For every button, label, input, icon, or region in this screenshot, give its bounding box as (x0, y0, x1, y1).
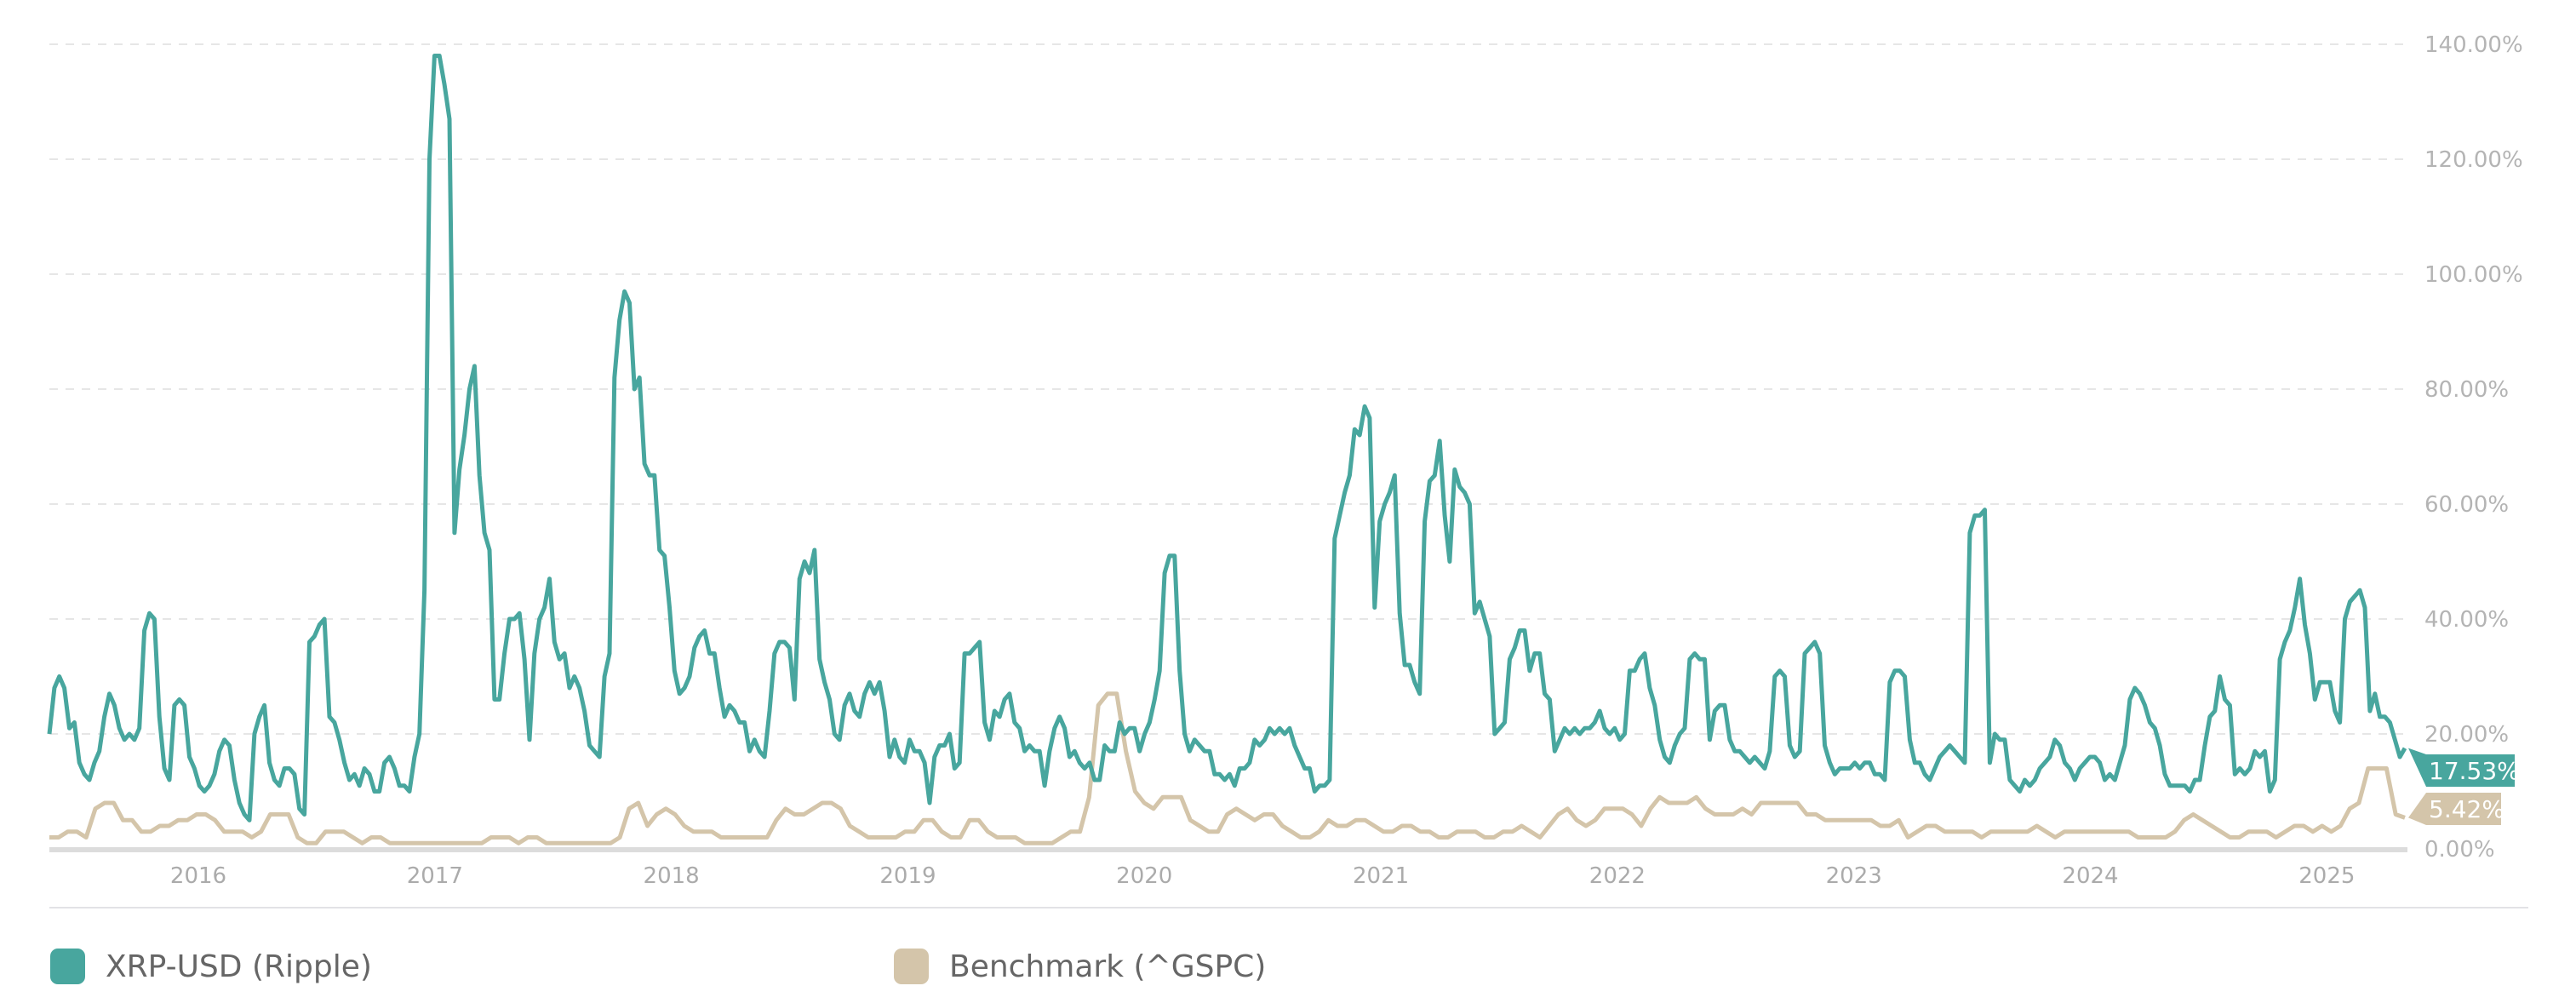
x-tick-label: 2019 (879, 863, 936, 889)
benchmark-series-line (49, 691, 2406, 845)
legend-swatch-xrp (50, 949, 85, 984)
xrp-last-value-tag-label: 17.53% (2429, 757, 2520, 785)
x-tick-label: 2025 (2298, 863, 2355, 889)
y-tick-label: 0.00% (2424, 837, 2495, 863)
x-tick-label: 2018 (644, 863, 700, 889)
benchmark-last-value-tag-box (2408, 793, 2501, 825)
y-tick-label: 60.00% (2424, 492, 2509, 518)
y-tick-label: 140.00% (2424, 32, 2523, 58)
x-tick-label: 2020 (1116, 863, 1172, 889)
y-tick-label: 100.00% (2424, 262, 2523, 288)
benchmark-last-value-tag-label: 5.42% (2429, 795, 2504, 823)
x-axis-labels: 2016 2017 2018 2019 2020 2021 2022 2023 2024 2025 (170, 863, 2355, 889)
y-axis-labels: 0.00% 20.00% 40.00% 60.00% 80.00% 100.00% 120.… (2424, 32, 2523, 863)
legend-label-xrp: XRP-USD (Ripple) (106, 949, 372, 984)
x-tick-label: 2017 (407, 863, 463, 889)
x-tick-label: 2021 (1353, 863, 1409, 889)
legend-item-benchmark[interactable]: Benchmark (^GSPC) (894, 949, 1266, 984)
legend-item-xrp[interactable]: XRP-USD (Ripple) (50, 949, 372, 984)
y-tick-label: 80.00% (2424, 377, 2509, 403)
xrp-last-value-tag-box (2408, 748, 2515, 787)
y-tick-label: 40.00% (2424, 607, 2509, 633)
x-tick-label: 2016 (170, 863, 226, 889)
x-tick-label: 2024 (2062, 863, 2118, 889)
y-tick-label: 20.00% (2424, 722, 2509, 748)
x-tick-label: 2023 (1826, 863, 1882, 889)
gridlines (49, 43, 2405, 735)
legend-label-benchmark: Benchmark (^GSPC) (949, 949, 1267, 984)
legend-swatch-benchmark (894, 949, 929, 984)
xrp-series-line (47, 54, 2407, 822)
x-tick-label: 2022 (1589, 863, 1646, 889)
y-tick-label: 120.00% (2424, 147, 2523, 173)
